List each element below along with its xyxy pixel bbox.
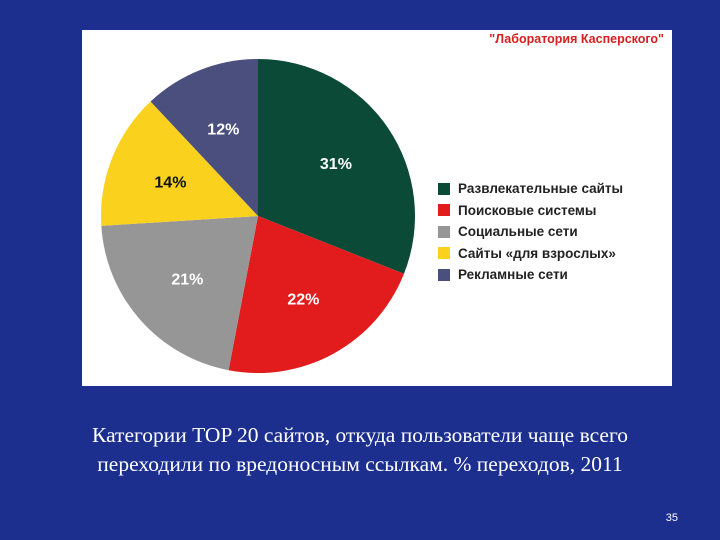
pie-chart: 31% 22% 21% 14% 12% — [101, 59, 415, 373]
caption-line-2: переходили по вредоносным ссылкам. % пер… — [97, 452, 623, 476]
legend-item: Социальные сети — [438, 221, 623, 243]
legend-label: Поисковые системы — [458, 202, 597, 218]
pie-slice — [101, 101, 258, 226]
legend-swatch — [438, 247, 450, 260]
legend-item: Сайты «для взрослых» — [438, 243, 623, 265]
legend-swatch — [438, 268, 450, 281]
slice-label: 22% — [287, 292, 319, 309]
legend-item: Развлекательные сайты — [438, 178, 623, 200]
legend-label: Рекламные сети — [458, 267, 568, 283]
pie-slice — [228, 216, 404, 373]
legend-swatch — [438, 182, 450, 195]
legend-label: Социальные сети — [458, 224, 578, 240]
slice-label: 21% — [171, 271, 203, 288]
pie-slice — [101, 216, 258, 371]
legend-swatch — [438, 225, 450, 238]
legend: Развлекательные сайты Поисковые системы Со… — [438, 178, 623, 286]
legend-swatch — [438, 204, 450, 217]
slice-label: 31% — [320, 156, 352, 173]
slice-label: 12% — [207, 121, 239, 138]
pie-slice — [258, 59, 415, 274]
chart-panel: "Лаборатория Касперского" 31% 22% 21% 14% 12… — [82, 30, 672, 386]
caption-line-1: Категории TOP 20 сайтов, откуда пользова… — [92, 423, 628, 447]
legend-label: Сайты «для взрослых» — [458, 245, 616, 261]
legend-label: Развлекательные сайты — [458, 181, 624, 197]
caption: Категории TOP 20 сайтов, откуда пользова… — [20, 421, 700, 479]
legend-item: Рекламные сети — [438, 264, 623, 286]
pie-slice — [150, 59, 258, 216]
page-number: 35 — [665, 512, 678, 524]
slice-label: 14% — [154, 174, 186, 191]
source-label: "Лаборатория Касперского" — [489, 32, 664, 46]
legend-item: Поисковые системы — [438, 200, 623, 222]
